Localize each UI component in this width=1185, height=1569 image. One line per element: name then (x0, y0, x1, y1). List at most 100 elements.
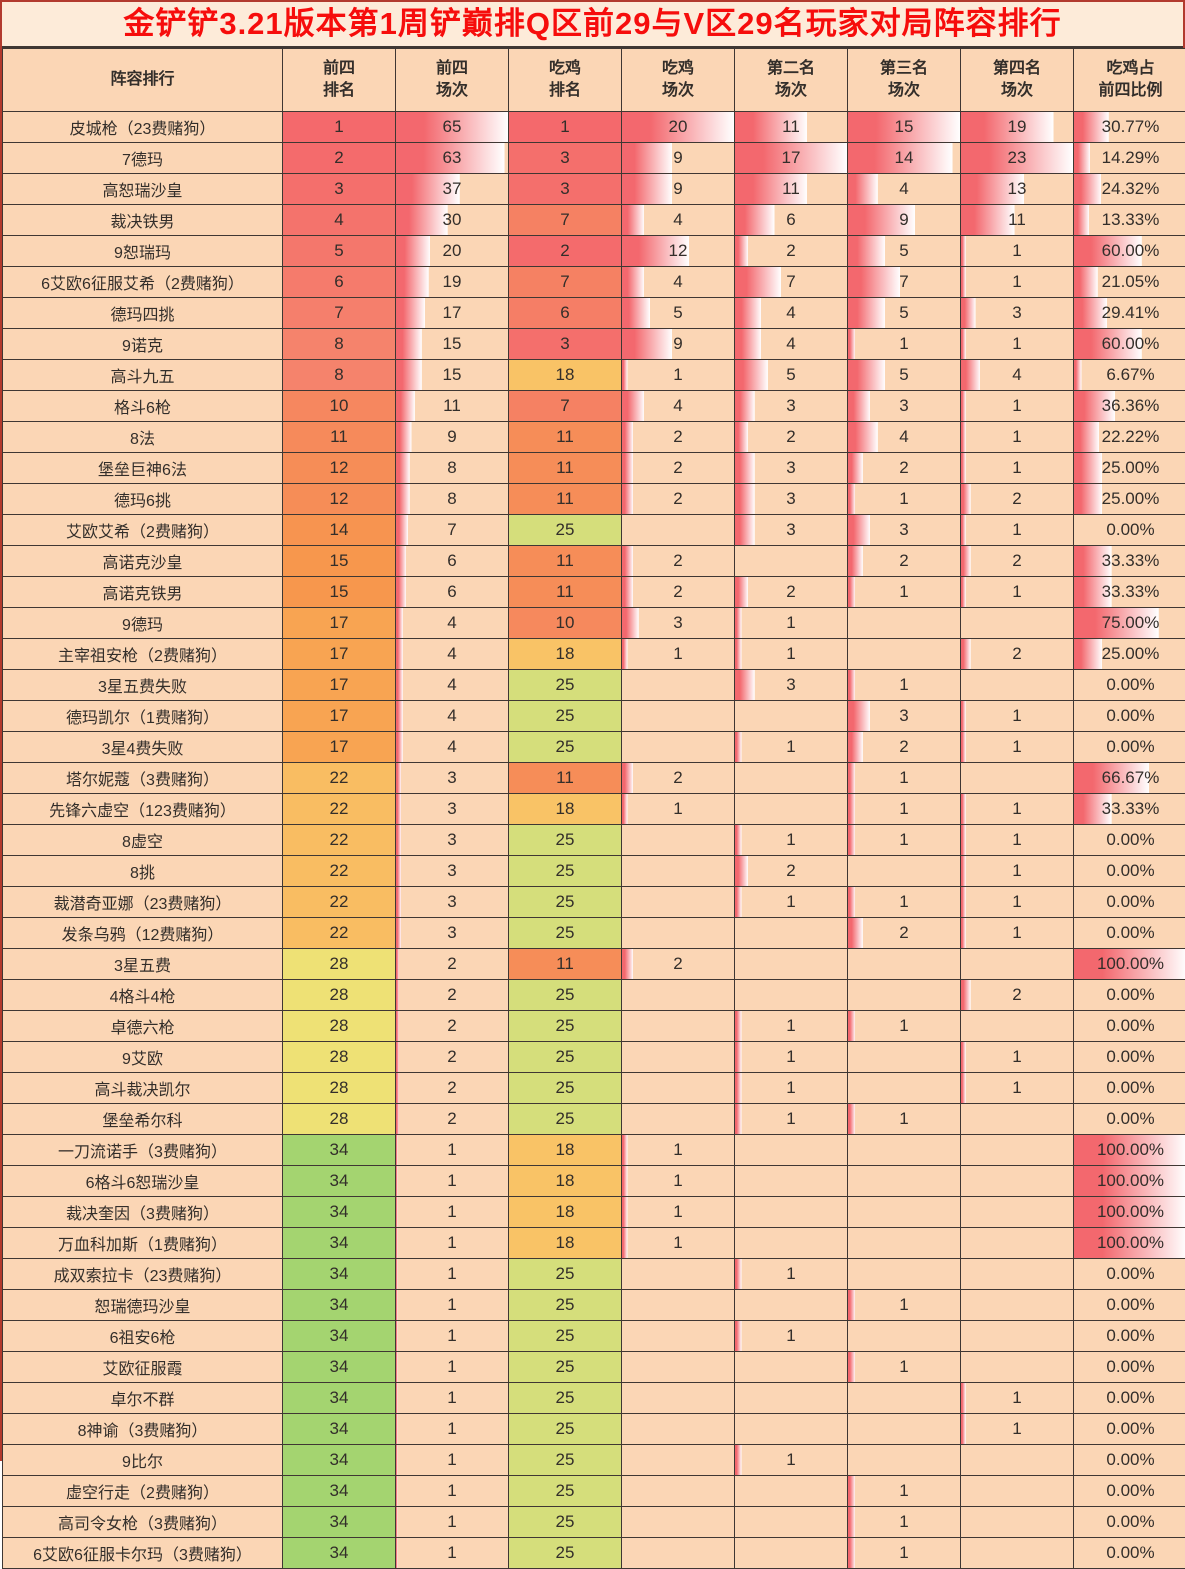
stat-cell-top4_games: 1 (396, 1476, 509, 1507)
stat-cell-win_games: 1 (622, 639, 735, 670)
stat-cell-win_games: 4 (622, 267, 735, 298)
stat-cell-top4_games: 7 (396, 515, 509, 546)
stat-cell-top4_rank: 14 (283, 515, 396, 546)
stat-cell-win_ratio: 0.00% (1074, 1321, 1185, 1352)
stat-cell-top4_rank: 28 (283, 1104, 396, 1135)
stat-cell-win_ratio: 0.00% (1074, 1011, 1185, 1042)
stat-cell-win_ratio: 0.00% (1074, 1042, 1185, 1073)
stat-cell-third_games: 2 (848, 732, 961, 763)
stat-cell-fourth_games: 1 (961, 453, 1074, 484)
stat-cell-third_games: 1 (848, 825, 961, 856)
stat-cell-third_games (848, 1445, 961, 1476)
stat-cell-top4_rank: 7 (283, 298, 396, 329)
stat-cell-third_games (848, 639, 961, 670)
stat-cell-win_games (622, 1011, 735, 1042)
stat-cell-win_ratio: 0.00% (1074, 918, 1185, 949)
stat-cell-top4_games: 37 (396, 174, 509, 205)
stat-cell-win_rank: 3 (509, 143, 622, 174)
stat-cell-fourth_games (961, 763, 1074, 794)
lineup-name-cell: 6格斗6恕瑞沙皇 (3, 1166, 283, 1197)
stat-cell-top4_rank: 34 (283, 1228, 396, 1259)
stat-cell-fourth_games: 2 (961, 546, 1074, 577)
stat-cell-fourth_games (961, 1259, 1074, 1290)
lineup-name-cell: 9艾欧 (3, 1042, 283, 1073)
stat-cell-top4_rank: 28 (283, 1042, 396, 1073)
stat-cell-top4_rank: 22 (283, 856, 396, 887)
lineup-name-cell: 高恕瑞沙皇 (3, 174, 283, 205)
stat-cell-fourth_games (961, 1538, 1074, 1569)
stat-cell-top4_rank: 17 (283, 608, 396, 639)
stat-cell-top4_games: 3 (396, 856, 509, 887)
stat-cell-second_games: 5 (735, 360, 848, 391)
stat-cell-win_games: 9 (622, 174, 735, 205)
lineup-name-cell: 9恕瑞玛 (3, 236, 283, 267)
stat-cell-second_games: 1 (735, 1445, 848, 1476)
stat-cell-second_games: 1 (735, 1011, 848, 1042)
lineup-name-cell: 高斗裁决凯尔 (3, 1073, 283, 1104)
stat-cell-win_rank: 25 (509, 1476, 622, 1507)
stat-cell-win_ratio: 0.00% (1074, 1290, 1185, 1321)
stat-cell-top4_rank: 28 (283, 949, 396, 980)
stat-cell-second_games: 4 (735, 329, 848, 360)
stat-cell-third_games: 3 (848, 391, 961, 422)
stat-cell-win_rank: 7 (509, 391, 622, 422)
stat-cell-win_rank: 11 (509, 484, 622, 515)
stat-cell-fourth_games (961, 1290, 1074, 1321)
stat-cell-third_games (848, 1166, 961, 1197)
stat-cell-top4_rank: 22 (283, 825, 396, 856)
stat-cell-third_games: 1 (848, 577, 961, 608)
stat-cell-top4_games: 8 (396, 484, 509, 515)
stat-cell-win_games: 2 (622, 484, 735, 515)
stat-cell-top4_games: 9 (396, 422, 509, 453)
stat-cell-win_ratio: 30.77% (1074, 112, 1185, 143)
stat-cell-top4_rank: 34 (283, 1538, 396, 1569)
stat-cell-second_games: 1 (735, 887, 848, 918)
lineup-name-cell: 3星五费失败 (3, 670, 283, 701)
stat-cell-second_games (735, 980, 848, 1011)
stat-cell-second_games: 3 (735, 670, 848, 701)
stat-cell-second_games (735, 1228, 848, 1259)
stat-cell-win_rank: 11 (509, 763, 622, 794)
stat-cell-win_ratio: 0.00% (1074, 1352, 1185, 1383)
stat-cell-win_games (622, 515, 735, 546)
lineup-name-cell: 高诺克铁男 (3, 577, 283, 608)
stat-cell-fourth_games: 1 (961, 515, 1074, 546)
stat-cell-win_rank: 25 (509, 515, 622, 546)
stat-cell-win_games (622, 1259, 735, 1290)
stat-cell-top4_games: 6 (396, 546, 509, 577)
lineup-name-cell: 6艾欧6征服艾希（2费赌狗） (3, 267, 283, 298)
stat-cell-win_games: 2 (622, 763, 735, 794)
stat-cell-win_rank: 7 (509, 267, 622, 298)
stat-cell-win_games (622, 1042, 735, 1073)
stat-cell-top4_rank: 34 (283, 1414, 396, 1445)
stat-cell-top4_games: 6 (396, 577, 509, 608)
stat-cell-top4_games: 1 (396, 1197, 509, 1228)
stat-cell-top4_rank: 22 (283, 918, 396, 949)
stat-cell-win_games: 4 (622, 205, 735, 236)
stat-cell-win_rank: 25 (509, 918, 622, 949)
header-cell-top4_games: 前四场次 (396, 49, 509, 112)
stat-cell-top4_games: 4 (396, 670, 509, 701)
stat-cell-top4_games: 1 (396, 1321, 509, 1352)
stat-cell-top4_rank: 6 (283, 267, 396, 298)
stat-cell-top4_rank: 34 (283, 1135, 396, 1166)
stat-cell-win_games: 9 (622, 143, 735, 174)
lineup-name-cell: 德玛凯尔（1费赌狗） (3, 701, 283, 732)
stat-cell-win_games: 1 (622, 360, 735, 391)
stat-cell-win_ratio: 0.00% (1074, 701, 1185, 732)
stat-cell-fourth_games (961, 1166, 1074, 1197)
stat-cell-win_ratio: 60.00% (1074, 329, 1185, 360)
stat-cell-win_rank: 25 (509, 1073, 622, 1104)
stat-cell-fourth_games (961, 1104, 1074, 1135)
